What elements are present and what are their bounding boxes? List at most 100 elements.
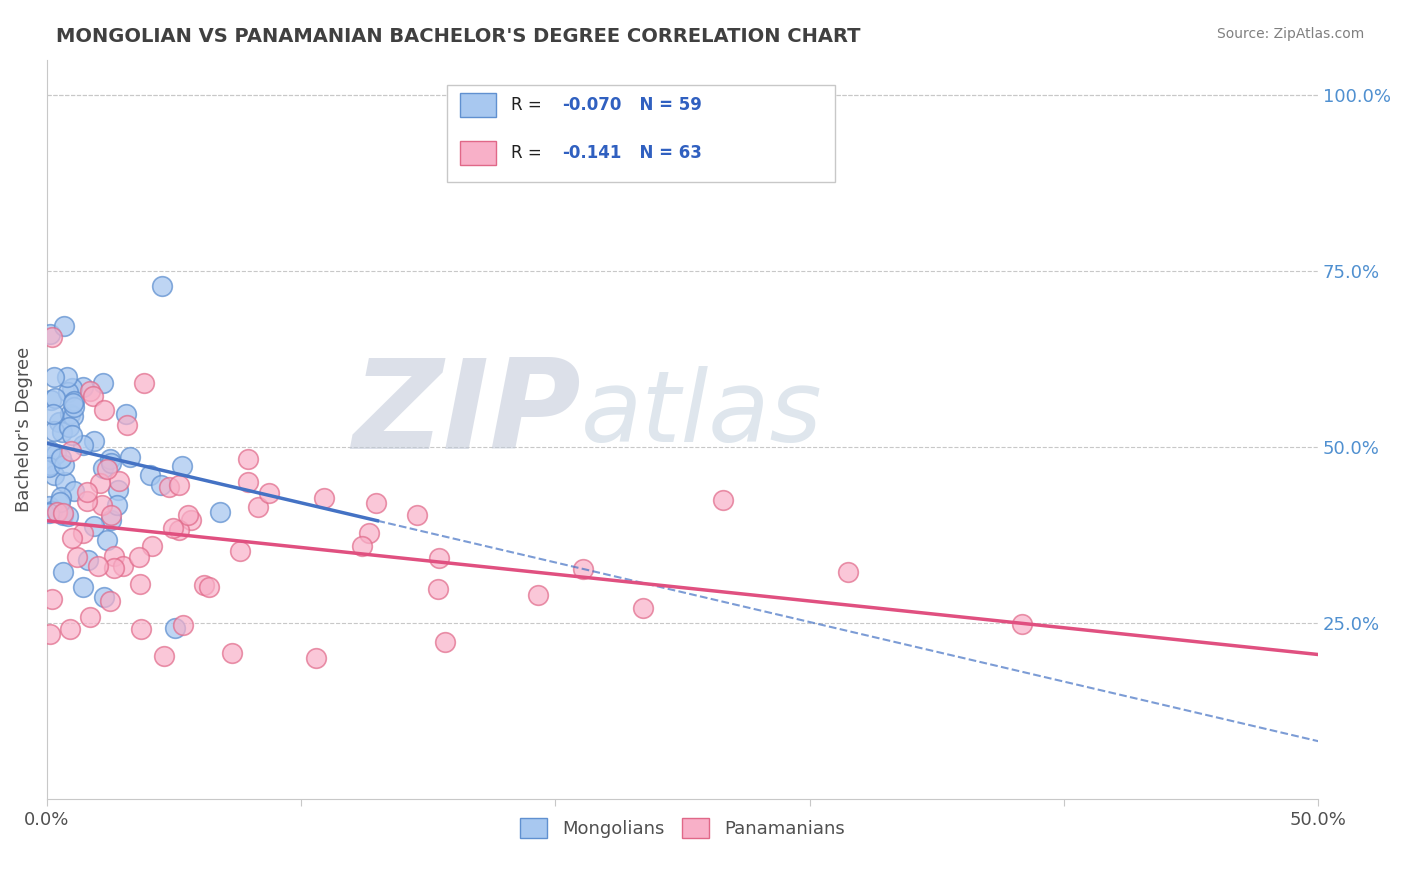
Point [41,504,63,518]
Point [108,475,131,489]
Point [153,649,176,664]
Point [134,376,156,391]
Point [167,523,190,537]
Point [259,486,281,500]
Point [96,462,118,476]
Point [103,561,125,575]
Point [52,506,75,520]
Point [83,434,105,448]
Point [53,458,76,473]
Point [352,539,374,553]
Point [87,558,110,573]
Point [837,565,859,579]
Point [103,549,125,564]
Point [42,370,65,384]
Point [60,427,83,442]
Point [314,491,336,506]
Point [157,480,180,494]
Point [52,319,75,334]
Point [51,490,73,504]
Point [406,508,429,523]
Point [79,610,101,624]
Point [305,651,328,665]
Point [129,622,152,636]
Point [91,498,114,512]
Text: ZIP: ZIP [352,354,581,475]
Point [60,444,83,458]
Text: atlas: atlas [581,366,823,463]
Point [62,394,84,409]
Point [100,456,122,470]
Point [56,508,79,523]
Point [38,459,60,474]
Point [59,622,82,636]
Point [162,521,184,535]
Point [66,549,89,564]
Point [118,450,141,464]
Point [527,587,550,601]
Point [236,475,259,490]
Point [42,407,65,421]
Point [72,438,94,452]
Point [197,580,219,594]
Point [91,461,114,475]
Text: Source: ZipAtlas.com: Source: ZipAtlas.com [1216,27,1364,41]
Point [83,518,105,533]
Point [139,468,162,483]
Point [79,384,101,399]
Point [62,409,84,424]
Point [63,400,86,414]
Point [221,646,243,660]
Point [93,591,115,605]
Point [56,369,79,384]
Point [100,513,122,527]
Point [38,458,60,473]
Point [208,505,231,519]
Point [49,451,72,466]
Point [427,582,450,596]
Text: -0.070: -0.070 [562,95,621,113]
Point [180,513,202,527]
Point [72,526,94,541]
Point [72,580,94,594]
Point [48,415,70,429]
Point [49,495,72,509]
Point [89,476,111,491]
Point [631,601,654,615]
Point [128,577,150,591]
Point [63,484,86,499]
Text: R =: R = [510,144,553,161]
Point [165,621,187,635]
Point [56,384,79,399]
Point [193,578,215,592]
Point [60,531,83,545]
Point [39,443,62,458]
Point [170,459,193,474]
Point [172,618,194,632]
Point [1011,617,1033,632]
Point [93,403,115,417]
Point [60,382,83,396]
Point [98,451,121,466]
Point [434,635,457,649]
Text: -0.141: -0.141 [562,144,621,161]
Point [364,496,387,510]
Point [41,330,63,344]
Point [105,498,128,512]
Point [53,475,76,490]
Point [76,553,98,567]
Text: N = 63: N = 63 [628,144,702,161]
Point [229,544,252,558]
Point [107,483,129,498]
Point [128,549,150,564]
Point [59,407,82,421]
Point [46,506,69,520]
Point [93,376,115,391]
Point [115,417,138,432]
Point [76,494,98,508]
Point [42,467,65,482]
Point [72,380,94,394]
Point [150,279,173,293]
Point [39,627,62,641]
Point [713,493,735,508]
